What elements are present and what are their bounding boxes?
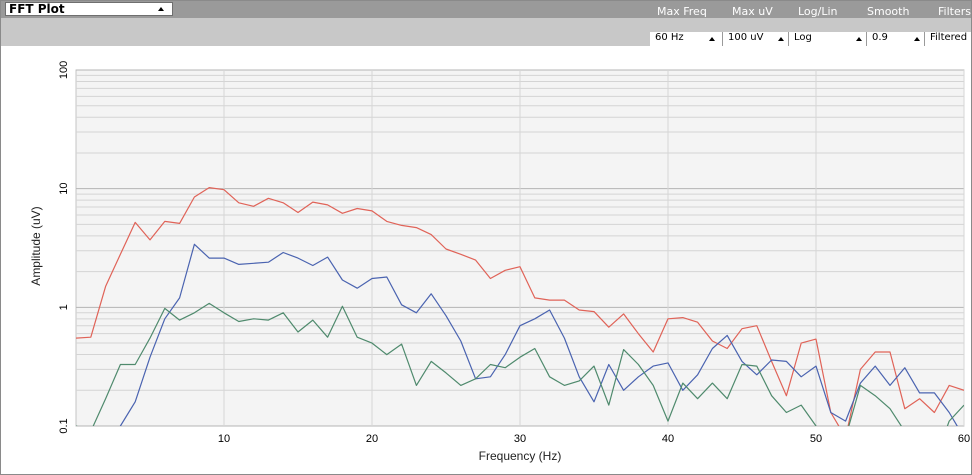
max-freq-value: 60 Hz <box>655 32 684 43</box>
major-grid <box>76 69 965 427</box>
filters-label: Filters <box>938 5 971 18</box>
x-tick-label: 30 <box>514 433 526 445</box>
x-tick-label: 60 <box>958 433 970 445</box>
filters-dropdown[interactable]: Filtered <box>924 32 971 46</box>
widget-type-select[interactable]: FFT Plot <box>5 2 173 16</box>
x-tick-label: 40 <box>662 433 674 445</box>
smooth-value: 0.9 <box>872 32 888 43</box>
y-tick-label: 10 <box>58 183 70 195</box>
x-tick-label: 20 <box>366 433 378 445</box>
log-lin-label: Log/Lin <box>798 5 838 18</box>
settings-bar: Max Freq Max uV Log/Lin Smooth Filters 6… <box>1 5 971 46</box>
y-axis-ticks: 0.1 1 10 100 <box>58 61 70 434</box>
max-uv-label: Max uV <box>732 5 773 18</box>
caret-up-icon <box>856 37 862 41</box>
caret-up-icon <box>158 7 164 11</box>
series-line-2 <box>119 243 958 426</box>
y-axis-label: Amplitude (uV) <box>29 206 43 285</box>
x-axis-ticks: 10 20 30 40 50 60 <box>218 433 970 445</box>
series-line-1 <box>76 187 964 426</box>
y-tick-label: 100 <box>58 61 70 79</box>
smooth-label: Smooth <box>867 5 910 18</box>
x-axis-label: Frequency (Hz) <box>479 449 562 463</box>
widget-title-bar: FFT Plot <box>1 1 971 18</box>
max-uv-value: 100 uV <box>728 32 764 43</box>
max-freq-label: Max Freq <box>657 5 707 18</box>
caret-up-icon <box>709 37 715 41</box>
x-tick-label: 50 <box>810 433 822 445</box>
widget-name: FFT Plot <box>9 2 65 16</box>
log-lin-dropdown[interactable]: Log <box>788 32 866 46</box>
y-tick-label: 1 <box>58 304 70 310</box>
max-uv-dropdown[interactable]: 100 uV <box>722 32 788 46</box>
smooth-dropdown[interactable]: 0.9 <box>866 32 924 46</box>
series-layer <box>76 187 964 426</box>
fft-chart: 10 20 30 40 50 60 0.1 1 10 100 Frequency (Hz) Am… <box>29 61 970 463</box>
caret-up-icon <box>914 37 920 41</box>
x-tick-label: 10 <box>218 433 230 445</box>
series-line-3 <box>76 302 964 426</box>
y-tick-label: 0.1 <box>58 418 70 433</box>
caret-up-icon <box>778 37 784 41</box>
max-freq-dropdown[interactable]: 60 Hz <box>650 32 722 46</box>
filters-value: Filtered <box>930 32 968 43</box>
log-lin-value: Log <box>794 32 812 43</box>
